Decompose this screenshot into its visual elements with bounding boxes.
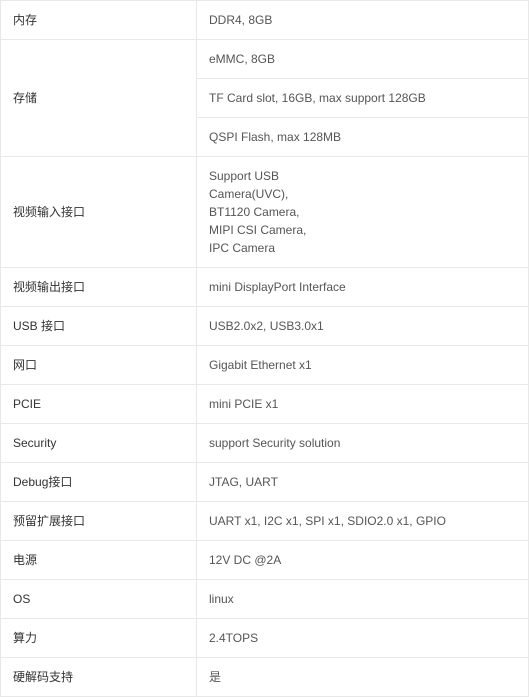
table-row: 预留扩展接口UART x1, I2C x1, SPI x1, SDIO2.0 x… bbox=[1, 502, 529, 541]
spec-value: JTAG, UART bbox=[197, 463, 529, 502]
spec-label: 网口 bbox=[1, 346, 197, 385]
table-row: OSlinux bbox=[1, 580, 529, 619]
table-row: 算力2.4TOPS bbox=[1, 619, 529, 658]
table-row: USB 接口USB2.0x2, USB3.0x1 bbox=[1, 307, 529, 346]
spec-label: 内存 bbox=[1, 1, 197, 40]
spec-label: 电源 bbox=[1, 541, 197, 580]
spec-label: PCIE bbox=[1, 385, 197, 424]
spec-value: mini DisplayPort Interface bbox=[197, 268, 529, 307]
table-row: PCIEmini PCIE x1 bbox=[1, 385, 529, 424]
spec-label: Security bbox=[1, 424, 197, 463]
spec-label: 视频输出接口 bbox=[1, 268, 197, 307]
spec-label: 预留扩展接口 bbox=[1, 502, 197, 541]
table-row: 视频输出接口mini DisplayPort Interface bbox=[1, 268, 529, 307]
spec-value: 是 bbox=[197, 658, 529, 697]
spec-value: QSPI Flash, max 128MB bbox=[197, 118, 529, 157]
table-row: 硬解码支持是 bbox=[1, 658, 529, 697]
spec-value: 12V DC @2A bbox=[197, 541, 529, 580]
spec-table: 内存DDR4, 8GB存储eMMC, 8GBTF Card slot, 16GB… bbox=[0, 0, 529, 697]
spec-value: UART x1, I2C x1, SPI x1, SDIO2.0 x1, GPI… bbox=[197, 502, 529, 541]
spec-value: Support USB Camera(UVC), BT1120 Camera, … bbox=[197, 157, 529, 268]
spec-value: DDR4, 8GB bbox=[197, 1, 529, 40]
spec-label: USB 接口 bbox=[1, 307, 197, 346]
table-row: 存储eMMC, 8GB bbox=[1, 40, 529, 79]
spec-label: 视频输入接口 bbox=[1, 157, 197, 268]
spec-value: eMMC, 8GB bbox=[197, 40, 529, 79]
spec-label: OS bbox=[1, 580, 197, 619]
spec-value: support Security solution bbox=[197, 424, 529, 463]
table-row: 内存DDR4, 8GB bbox=[1, 1, 529, 40]
spec-value: linux bbox=[197, 580, 529, 619]
spec-value: USB2.0x2, USB3.0x1 bbox=[197, 307, 529, 346]
table-row: 视频输入接口Support USB Camera(UVC), BT1120 Ca… bbox=[1, 157, 529, 268]
spec-value: mini PCIE x1 bbox=[197, 385, 529, 424]
table-row: Securitysupport Security solution bbox=[1, 424, 529, 463]
spec-value: 2.4TOPS bbox=[197, 619, 529, 658]
spec-label: 算力 bbox=[1, 619, 197, 658]
spec-value: TF Card slot, 16GB, max support 128GB bbox=[197, 79, 529, 118]
table-row: 网口Gigabit Ethernet x1 bbox=[1, 346, 529, 385]
spec-value: Gigabit Ethernet x1 bbox=[197, 346, 529, 385]
table-row: Debug接口JTAG, UART bbox=[1, 463, 529, 502]
spec-table-body: 内存DDR4, 8GB存储eMMC, 8GBTF Card slot, 16GB… bbox=[1, 1, 529, 697]
table-row: 电源12V DC @2A bbox=[1, 541, 529, 580]
spec-label: Debug接口 bbox=[1, 463, 197, 502]
spec-label: 存储 bbox=[1, 40, 197, 157]
spec-label: 硬解码支持 bbox=[1, 658, 197, 697]
